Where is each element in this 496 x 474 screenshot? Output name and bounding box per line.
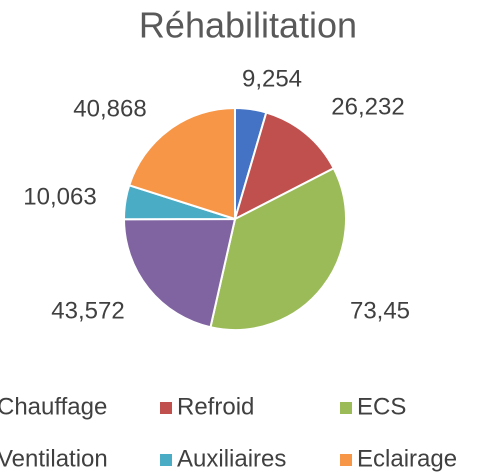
- legend-label: Refroid: [177, 393, 254, 420]
- legend-swatch: [160, 454, 172, 466]
- data-label: 26,232: [331, 93, 404, 120]
- chart-title: Réhabilitation: [139, 5, 357, 46]
- legend-swatch: [340, 402, 352, 414]
- legend-label: Eclairage: [357, 445, 457, 472]
- pie-slice: [233, 111, 336, 221]
- data-label: 10,063: [23, 183, 96, 210]
- pie-slice: [209, 166, 347, 331]
- data-label: 40,868: [73, 95, 146, 122]
- data-label: 9,254: [242, 65, 302, 92]
- pie-slice: [127, 106, 236, 221]
- legend-label: ECS: [357, 393, 406, 420]
- legend-label: Chauffage: [0, 393, 107, 420]
- legend-swatch: [160, 402, 172, 414]
- legend-label: Ventilation: [0, 445, 108, 472]
- legend-label: Auxiliaires: [177, 445, 286, 472]
- pie-slice: [122, 217, 237, 329]
- data-label: 43,572: [51, 297, 124, 324]
- legend-swatch: [340, 454, 352, 466]
- data-label: 73,45: [350, 297, 410, 324]
